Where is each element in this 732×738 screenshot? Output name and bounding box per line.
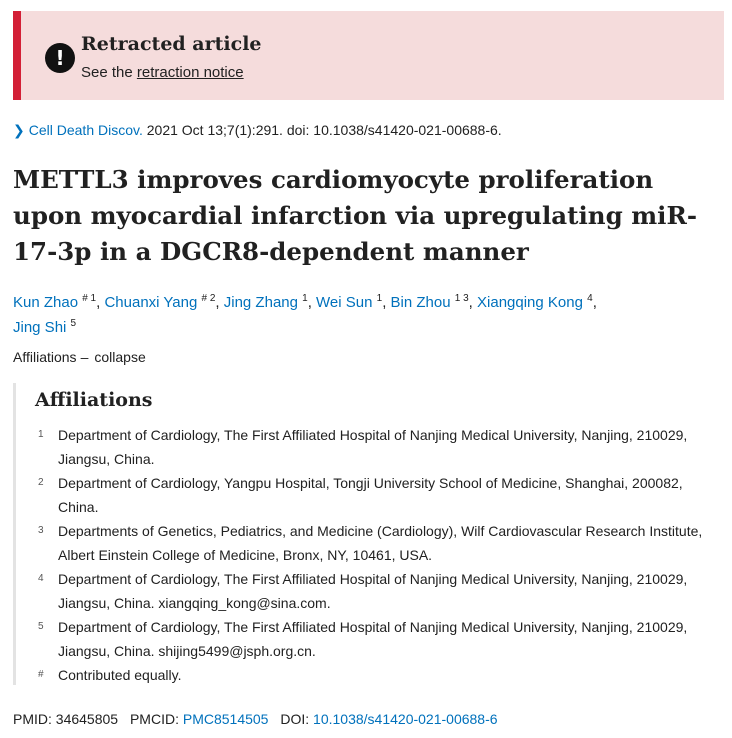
- author-affiliation-marker: 4: [587, 293, 593, 304]
- affiliation-item: 3 Departments of Genetics, Pediatrics, an…: [35, 519, 718, 567]
- collapse-icon: –: [80, 349, 89, 365]
- author-link[interactable]: Kun Zhao: [13, 294, 79, 311]
- retraction-text: See the retraction notice: [81, 64, 244, 81]
- affiliations-toggle[interactable]: Affiliations – collapse: [13, 349, 146, 365]
- affiliation-number: 5: [38, 621, 44, 632]
- affiliation-text: Department of Cardiology, The First Affi…: [58, 619, 688, 659]
- affiliation-number: 1: [38, 429, 44, 440]
- author-affiliation-marker: # 1: [82, 293, 97, 304]
- affiliation-item: 4 Department of Cardiology, The First Aff…: [35, 567, 718, 615]
- author-list: Kun Zhao # 1, Chuanxi Yang # 2, Jing Zha…: [13, 293, 597, 337]
- affiliations-list: 1 Department of Cardiology, The First Aff…: [35, 423, 718, 687]
- author-affiliation-marker: 1: [302, 293, 308, 304]
- author-affiliation-marker: 1 3: [454, 293, 469, 304]
- author-affiliation-marker: 1: [376, 293, 383, 304]
- pmcid-label: PMCID:: [129, 711, 179, 727]
- pmcid-link[interactable]: PMC8514505: [182, 711, 269, 727]
- affiliations-toggle-action: collapse: [94, 349, 146, 365]
- author-affiliation-marker: # 2: [201, 293, 216, 304]
- doi-link[interactable]: 10.1038/s41420-021-00688-6: [313, 711, 498, 727]
- exclamation-icon: !: [45, 43, 75, 73]
- retraction-text-prefix: See the: [81, 64, 137, 81]
- retraction-title: Retracted article: [81, 33, 262, 55]
- article-title: METTL3 improves cardiomyocyte proliferat…: [13, 165, 698, 266]
- author-affiliation-marker: 5: [70, 318, 77, 329]
- affiliation-text: Department of Cardiology, The First Affi…: [58, 427, 688, 467]
- affiliations-toggle-label: Affiliations: [13, 349, 77, 365]
- affiliation-item: 5 Department of Cardiology, The First Aff…: [35, 615, 718, 663]
- citation-line: ❯ Cell Death Discov. 2021 Oct 13;7(1):291…: [13, 122, 502, 139]
- author-link[interactable]: Jing Zhang: [223, 294, 298, 311]
- citation-details: 2021 Oct 13;7(1):291. doi: 10.1038/s4142…: [142, 122, 502, 138]
- affiliation-item: 2 Department of Cardiology, Yangpu Hospit…: [35, 471, 718, 519]
- affiliation-item: 1 Department of Cardiology, The First Aff…: [35, 423, 718, 471]
- author-link[interactable]: Bin Zhou: [390, 294, 451, 311]
- author-link[interactable]: Xiangqing Kong: [477, 294, 583, 311]
- author-link[interactable]: Chuanxi Yang: [104, 294, 198, 311]
- doi-label: DOI:: [280, 711, 310, 727]
- affiliation-text: Department of Cardiology, Yangpu Hospita…: [58, 475, 683, 515]
- affiliation-number: 4: [38, 573, 44, 584]
- retraction-banner: ! Retracted article See the retraction n…: [13, 11, 724, 100]
- affiliation-text: Departments of Genetics, Pediatrics, and…: [58, 523, 703, 563]
- pmid-value: 34645805: [55, 711, 119, 727]
- affiliation-text: Contributed equally.: [58, 667, 182, 683]
- affiliations-panel: Affiliations 1 Department of Cardiology, …: [13, 383, 718, 685]
- journal-link[interactable]: Cell Death Discov.: [28, 122, 143, 138]
- affiliation-number: 2: [38, 477, 44, 488]
- affiliation-number: #: [38, 669, 44, 680]
- pmid-label: PMID:: [13, 711, 52, 727]
- affiliation-text: Department of Cardiology, The First Affi…: [58, 571, 688, 611]
- author-link[interactable]: Jing Shi: [13, 319, 67, 336]
- article-identifiers: PMID: 34645805 PMCID: PMC8514505 DOI: 10…: [13, 711, 498, 727]
- affiliations-heading: Affiliations: [35, 389, 153, 411]
- affiliation-number: 3: [38, 525, 44, 536]
- author-link[interactable]: Wei Sun: [316, 294, 373, 311]
- affiliation-item: # Contributed equally.: [35, 663, 718, 687]
- chevron-right-icon: ❯: [13, 122, 25, 138]
- retraction-notice-link[interactable]: retraction notice: [136, 64, 244, 81]
